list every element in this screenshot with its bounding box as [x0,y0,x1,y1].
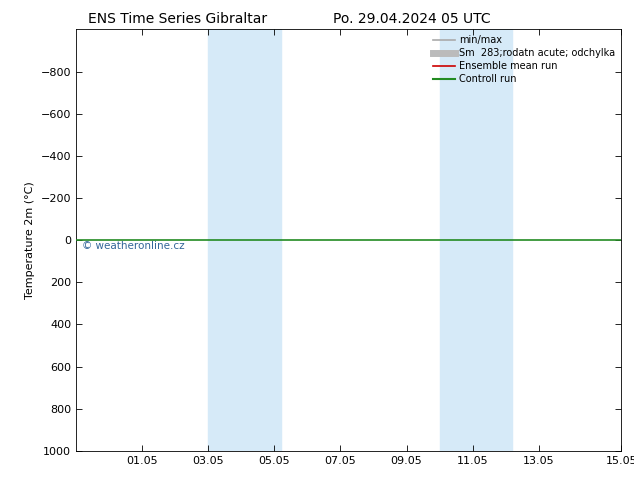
Text: © weatheronline.cz: © weatheronline.cz [82,242,184,251]
Y-axis label: Temperature 2m (°C): Temperature 2m (°C) [25,181,35,299]
Text: ENS Time Series Gibraltar: ENS Time Series Gibraltar [88,12,267,26]
Text: Po. 29.04.2024 05 UTC: Po. 29.04.2024 05 UTC [333,12,491,26]
Bar [208,29,281,451]
Bar [439,29,512,451]
Legend: min/max, Sm  283;rodatn acute; odchylka, Ensemble mean run, Controll run: min/max, Sm 283;rodatn acute; odchylka, … [429,31,619,88]
